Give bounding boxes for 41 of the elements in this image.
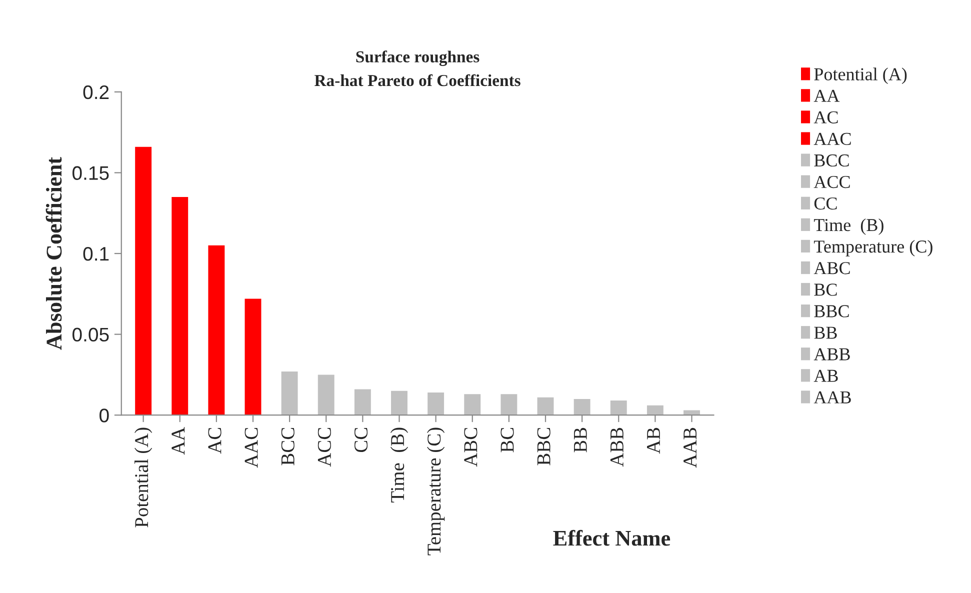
legend-label: ABB <box>814 348 850 360</box>
legend-label: Potential (A) <box>814 68 907 84</box>
legend-label: CC <box>814 197 837 210</box>
y-tick-label: 0.1 <box>83 246 109 261</box>
x-tick-label: AAB <box>684 428 696 468</box>
x-tick-label: ABB <box>610 428 624 467</box>
chart-subtitle: Ra-hat Pareto of Coefficients <box>314 74 520 86</box>
y-tick-label: 0.15 <box>72 166 109 180</box>
x-tick-label: BBC <box>537 428 550 466</box>
x-tick-label: AA <box>172 427 185 455</box>
legend-label: AAB <box>814 391 851 404</box>
legend-label: Time (B) <box>814 218 884 235</box>
x-tick-label: ABC <box>464 428 478 467</box>
legend-label: BC <box>814 284 837 296</box>
x-axis-title: Effect Name <box>553 530 670 546</box>
y-axis-title: Absolute Coefficient <box>46 157 62 350</box>
legend-label: BBC <box>814 305 849 318</box>
legend-label: BB <box>814 326 837 339</box>
x-tick-label: BB <box>574 428 587 452</box>
x-tick-label: AAC <box>244 428 258 468</box>
legend-label: ABC <box>814 262 850 274</box>
legend-label: AAC <box>814 132 851 145</box>
x-tick-label: BC <box>500 428 514 452</box>
x-tick-label: AC <box>208 428 222 454</box>
legend-label: AB <box>814 370 838 382</box>
legend-label: AC <box>814 111 838 124</box>
x-tick-label: BCC <box>281 428 294 466</box>
x-tick-label: AB <box>647 428 660 454</box>
x-tick-label: Potential (A) <box>134 428 152 528</box>
y-tick-label: 0.05 <box>72 328 109 342</box>
legend-label: AA <box>814 90 840 102</box>
y-tick-label: 0 <box>100 408 109 422</box>
legend-label: ACC <box>814 176 850 188</box>
y-tick-label: 0.2 <box>83 85 109 100</box>
chart-title: Surface roughnes <box>356 50 480 66</box>
x-tick-label: Temperature (C) <box>426 428 445 556</box>
x-tick-label: Time (B) <box>390 428 408 503</box>
legend-label: BCC <box>814 154 849 167</box>
x-tick-label: CC <box>354 428 368 452</box>
legend-label: Temperature (C) <box>814 240 932 256</box>
x-tick-label: ACC <box>318 428 331 467</box>
